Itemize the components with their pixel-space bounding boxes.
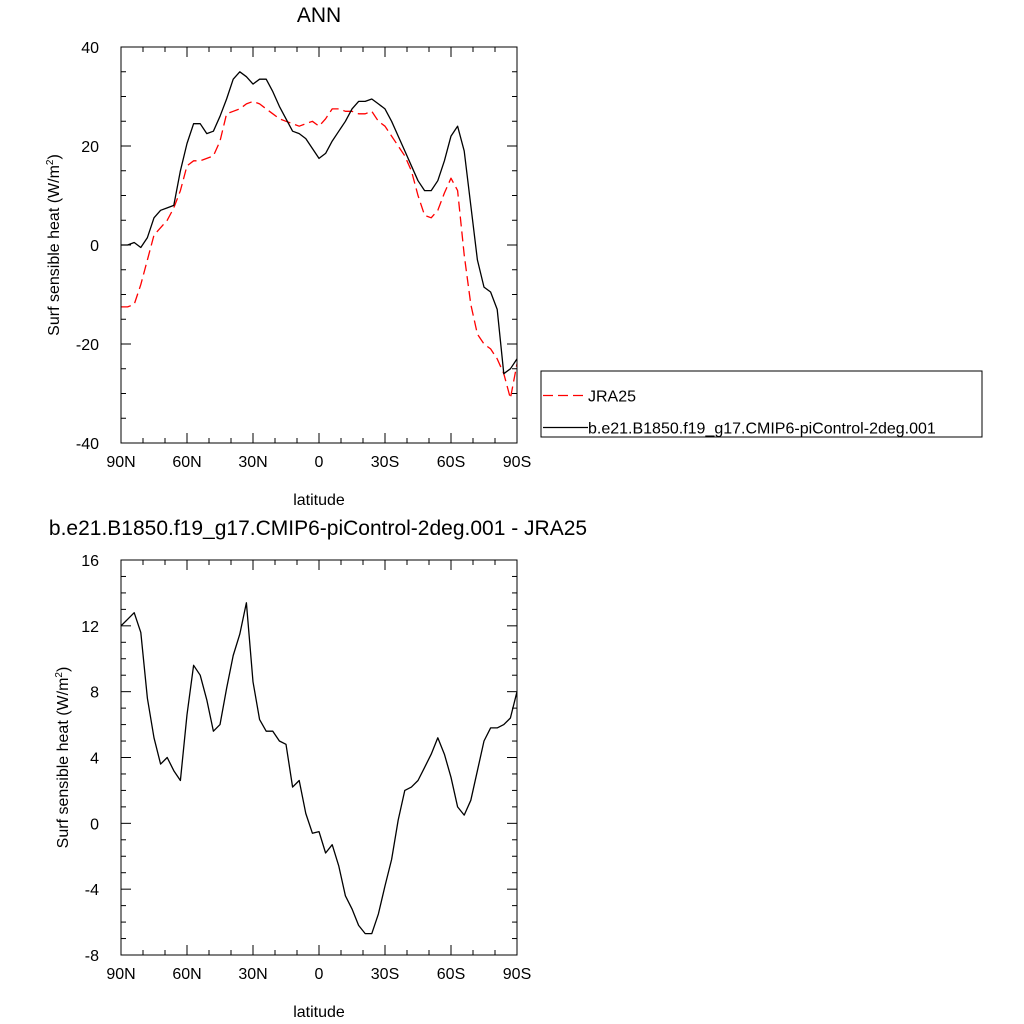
legend-label-2: b.e21.B1850.f19_g17.CMIP6-piControl-2deg… [588, 421, 936, 438]
y-tick-label: 40 [81, 40, 99, 57]
y-tick-label: 0 [90, 816, 99, 833]
plot-frame [120, 559, 518, 956]
x-tick-label: 30S [371, 454, 399, 471]
x-tick-label: 0 [315, 454, 324, 471]
y-tick-label: -4 [85, 882, 99, 899]
y-tick-label: -20 [76, 337, 99, 354]
y-axis-label: Surf sensible heat (W/m2) [54, 667, 72, 849]
y-tick-label: -8 [85, 948, 99, 965]
x-tick-label: 30N [238, 966, 267, 983]
y-axis-label-text: Surf sensible heat (W/m [46, 165, 63, 336]
x-tick-label: 90S [503, 454, 531, 471]
x-tick-label: 30S [371, 966, 399, 983]
series-line-1 [120, 602, 518, 935]
x-tick-label: 30N [238, 454, 267, 471]
y-tick-label: 0 [90, 238, 99, 255]
y-tick-label: 16 [81, 553, 99, 570]
legend-box [540, 370, 983, 438]
legend: JRA25 b.e21.B1850.f19_g17.CMIP6-piControl… [540, 370, 983, 438]
series-line-2 [121, 71, 518, 375]
y-tick-label: 8 [90, 685, 99, 702]
y-axis-label-close: ) [55, 667, 72, 672]
chart-title: ANN [297, 4, 341, 27]
x-axis-label: latitude [293, 492, 345, 509]
y-axis-label-sup: 2 [45, 159, 56, 165]
y-tick-label: 4 [90, 751, 99, 768]
plot-frame [120, 46, 518, 444]
y-axis-label-text: Surf sensible heat (W/m [55, 678, 72, 849]
y-axis-label: Surf sensible heat (W/m2) [45, 154, 63, 336]
x-tick-label: 60N [172, 454, 201, 471]
x-tick-label: 0 [315, 966, 324, 983]
x-tick-label: 90N [106, 454, 135, 471]
chart-2: b.e21.B1850.f19_g17.CMIP6-piControl-2deg… [49, 517, 587, 1021]
x-tick-label: 60N [172, 966, 201, 983]
chart-1: ANN 90N 60N 30N 0 30S 60S 90S 40 20 0 -20 -40 latitud… [45, 4, 983, 509]
x-tick-label: 60S [437, 454, 465, 471]
y-tick-label: 20 [81, 139, 99, 156]
y-axis-label-sup: 2 [54, 672, 65, 678]
legend-label-1: JRA25 [588, 389, 636, 406]
x-tick-label: 90S [503, 966, 531, 983]
y-axis-label-close: ) [46, 154, 63, 159]
x-tick-label: 60S [437, 966, 465, 983]
x-axis-label: latitude [293, 1004, 345, 1021]
y-tick-label: -40 [76, 436, 99, 453]
x-tick-label: 90N [106, 966, 135, 983]
series-line-1 [121, 100, 518, 400]
chart-title: b.e21.B1850.f19_g17.CMIP6-piControl-2deg… [49, 517, 587, 540]
y-tick-label: 12 [81, 619, 99, 636]
